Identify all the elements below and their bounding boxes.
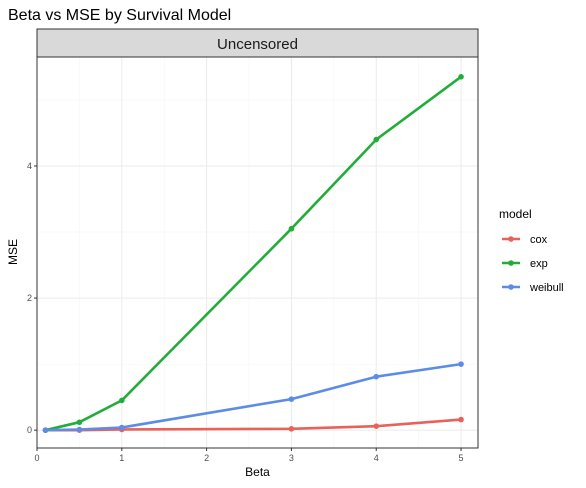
data-point-exp	[373, 136, 380, 143]
y-tick-label: 0	[27, 425, 32, 435]
series-line-exp	[44, 75, 463, 432]
legend: model cox exp weibull	[499, 207, 564, 294]
data-point-weibull	[288, 396, 295, 402]
x-tick-label: 4	[374, 453, 379, 463]
x-tick-label: 5	[459, 453, 464, 463]
series-lines	[44, 75, 463, 432]
legend-label-cox: cox	[530, 234, 548, 246]
legend-label-weibull: weibull	[529, 282, 564, 294]
x-tick-label: 2	[204, 453, 209, 463]
x-tick-label: 3	[289, 453, 294, 463]
x-axis: 0 1 2 3 4 5	[34, 448, 464, 463]
data-point-cox	[458, 416, 464, 423]
facet-strip	[36, 28, 479, 58]
chart-title: Beta vs MSE by Survival Model	[8, 7, 231, 24]
x-tick-label: 0	[34, 453, 39, 463]
legend-key-point-cox	[508, 236, 514, 242]
data-point-exp	[288, 225, 295, 232]
data-point-weibull	[373, 373, 380, 380]
y-axis-title: MSE	[6, 239, 20, 265]
legend-key-point-weibull	[508, 284, 514, 290]
data-point-exp	[76, 419, 83, 426]
y-tick-label: 4	[27, 161, 32, 171]
legend-title: model	[499, 207, 532, 221]
plot-panel	[37, 57, 478, 448]
data-point-weibull	[119, 424, 125, 431]
data-point-exp	[458, 74, 464, 80]
x-axis-title: Beta	[245, 465, 270, 479]
facet-label: Uncensored	[217, 36, 298, 53]
panel-border	[36, 56, 479, 449]
data-point-cox	[373, 423, 380, 430]
data-point-exp	[119, 397, 125, 404]
series-line-weibull	[44, 362, 463, 432]
data-point-weibull	[458, 361, 464, 367]
series-points	[42, 74, 464, 433]
y-axis: 0 2 4	[27, 161, 37, 435]
x-tick-label: 1	[119, 453, 124, 463]
data-point-weibull	[42, 427, 49, 433]
y-tick-label: 2	[27, 293, 32, 303]
data-point-cox	[288, 426, 295, 432]
legend-label-exp: exp	[530, 258, 548, 270]
data-point-weibull	[76, 426, 83, 433]
legend-key-point-exp	[508, 260, 514, 266]
